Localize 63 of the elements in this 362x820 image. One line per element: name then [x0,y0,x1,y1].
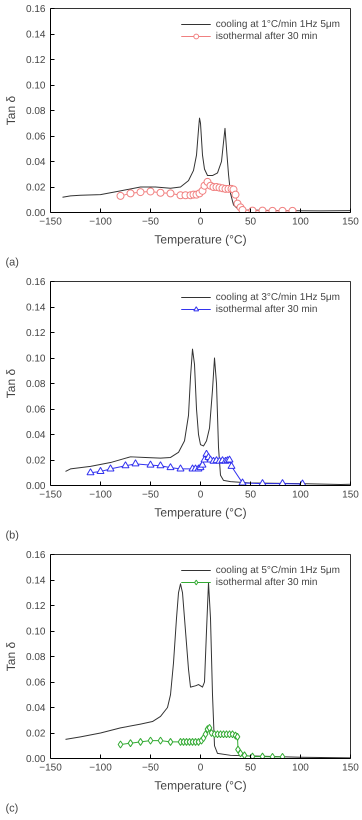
y-tick-label: 0.02 [26,456,46,466]
x-tick-label: −50 [142,490,160,500]
x-tick-label: −100 [89,490,112,500]
y-tick-label: 0.14 [26,302,46,314]
y-tick-label: 0.12 [26,55,46,66]
y-tick-label: 0.16 [26,550,46,561]
y-tick-label: 0.04 [26,430,46,441]
y-tick-label: 0.04 [26,157,46,168]
y-tick-label: 0.16 [26,4,46,15]
x-tick-label: −50 [142,216,160,228]
x-tick-label: −150 [39,216,62,228]
y-tick-label: 0.14 [26,30,46,40]
x-tick-label: −150 [39,762,62,774]
x-tick-label: −100 [89,216,112,228]
legend-label: cooling at 1°C/min 1Hz 5μm [216,18,340,30]
x-tick-label: 100 [292,762,310,774]
y-tick-label: 0.10 [26,80,46,92]
x-tick-label: 50 [244,762,256,774]
legend-label: isothermal after 30 min [216,303,318,315]
x-tick-label: 0 [198,216,204,228]
x-tick-label: 100 [292,490,310,500]
y-tick-label: 0.08 [26,106,46,117]
x-tick-label: 50 [244,216,256,228]
y-tick-label: 0.08 [26,652,46,663]
y-tick-label: 0.06 [26,132,46,142]
y-tick-label: 0.10 [26,626,46,638]
x-tick-label: 100 [292,216,310,228]
x-tick-label: −50 [142,762,160,774]
y-axis-title: Tan δ [4,96,18,126]
x-tick-label: 150 [342,216,360,228]
y-tick-label: 0.12 [26,328,46,339]
text: (b) [6,530,19,542]
y-tick-label: 0.06 [26,404,46,416]
y-tick-label: 0.02 [26,182,46,194]
legend-label: isothermal after 30 min [216,576,318,588]
x-axis-title: Temperature (°C) [154,778,247,792]
x-tick-label: 50 [244,490,256,500]
legend-label: isothermal after 30 min [216,30,318,42]
x-tick-label: −100 [89,762,112,774]
y-tick-label: 0.00 [26,481,46,492]
x-tick-label: 150 [342,490,360,500]
x-tick-label: 0 [198,762,204,774]
legend-label: cooling at 3°C/min 1Hz 5μm [216,291,340,303]
y-tick-label: 0.08 [26,379,46,390]
x-tick-label: 150 [342,762,360,774]
y-axis-title: Tan δ [4,368,18,398]
legend-label: cooling at 5°C/min 1Hz 5μm [216,564,340,576]
x-axis-title: Temperature (°C) [154,232,247,246]
y-tick-label: 0.02 [26,728,46,740]
y-tick-label: 0.00 [26,208,46,219]
y-tick-label: 0.00 [26,754,46,765]
y-tick-label: 0.12 [26,601,46,612]
y-tick-label: 0.04 [26,703,46,714]
text: (a) [6,256,19,268]
x-tick-label: 0 [198,490,204,500]
text: (c) [6,802,18,814]
y-tick-label: 0.10 [26,354,46,364]
y-tick-label: 0.16 [26,277,46,288]
x-tick-label: −150 [39,490,62,500]
y-tick-label: 0.14 [26,576,46,586]
y-axis-title: Tan δ [4,642,18,672]
y-tick-label: 0.06 [26,678,46,688]
x-axis-title: Temperature (°C) [154,506,247,520]
